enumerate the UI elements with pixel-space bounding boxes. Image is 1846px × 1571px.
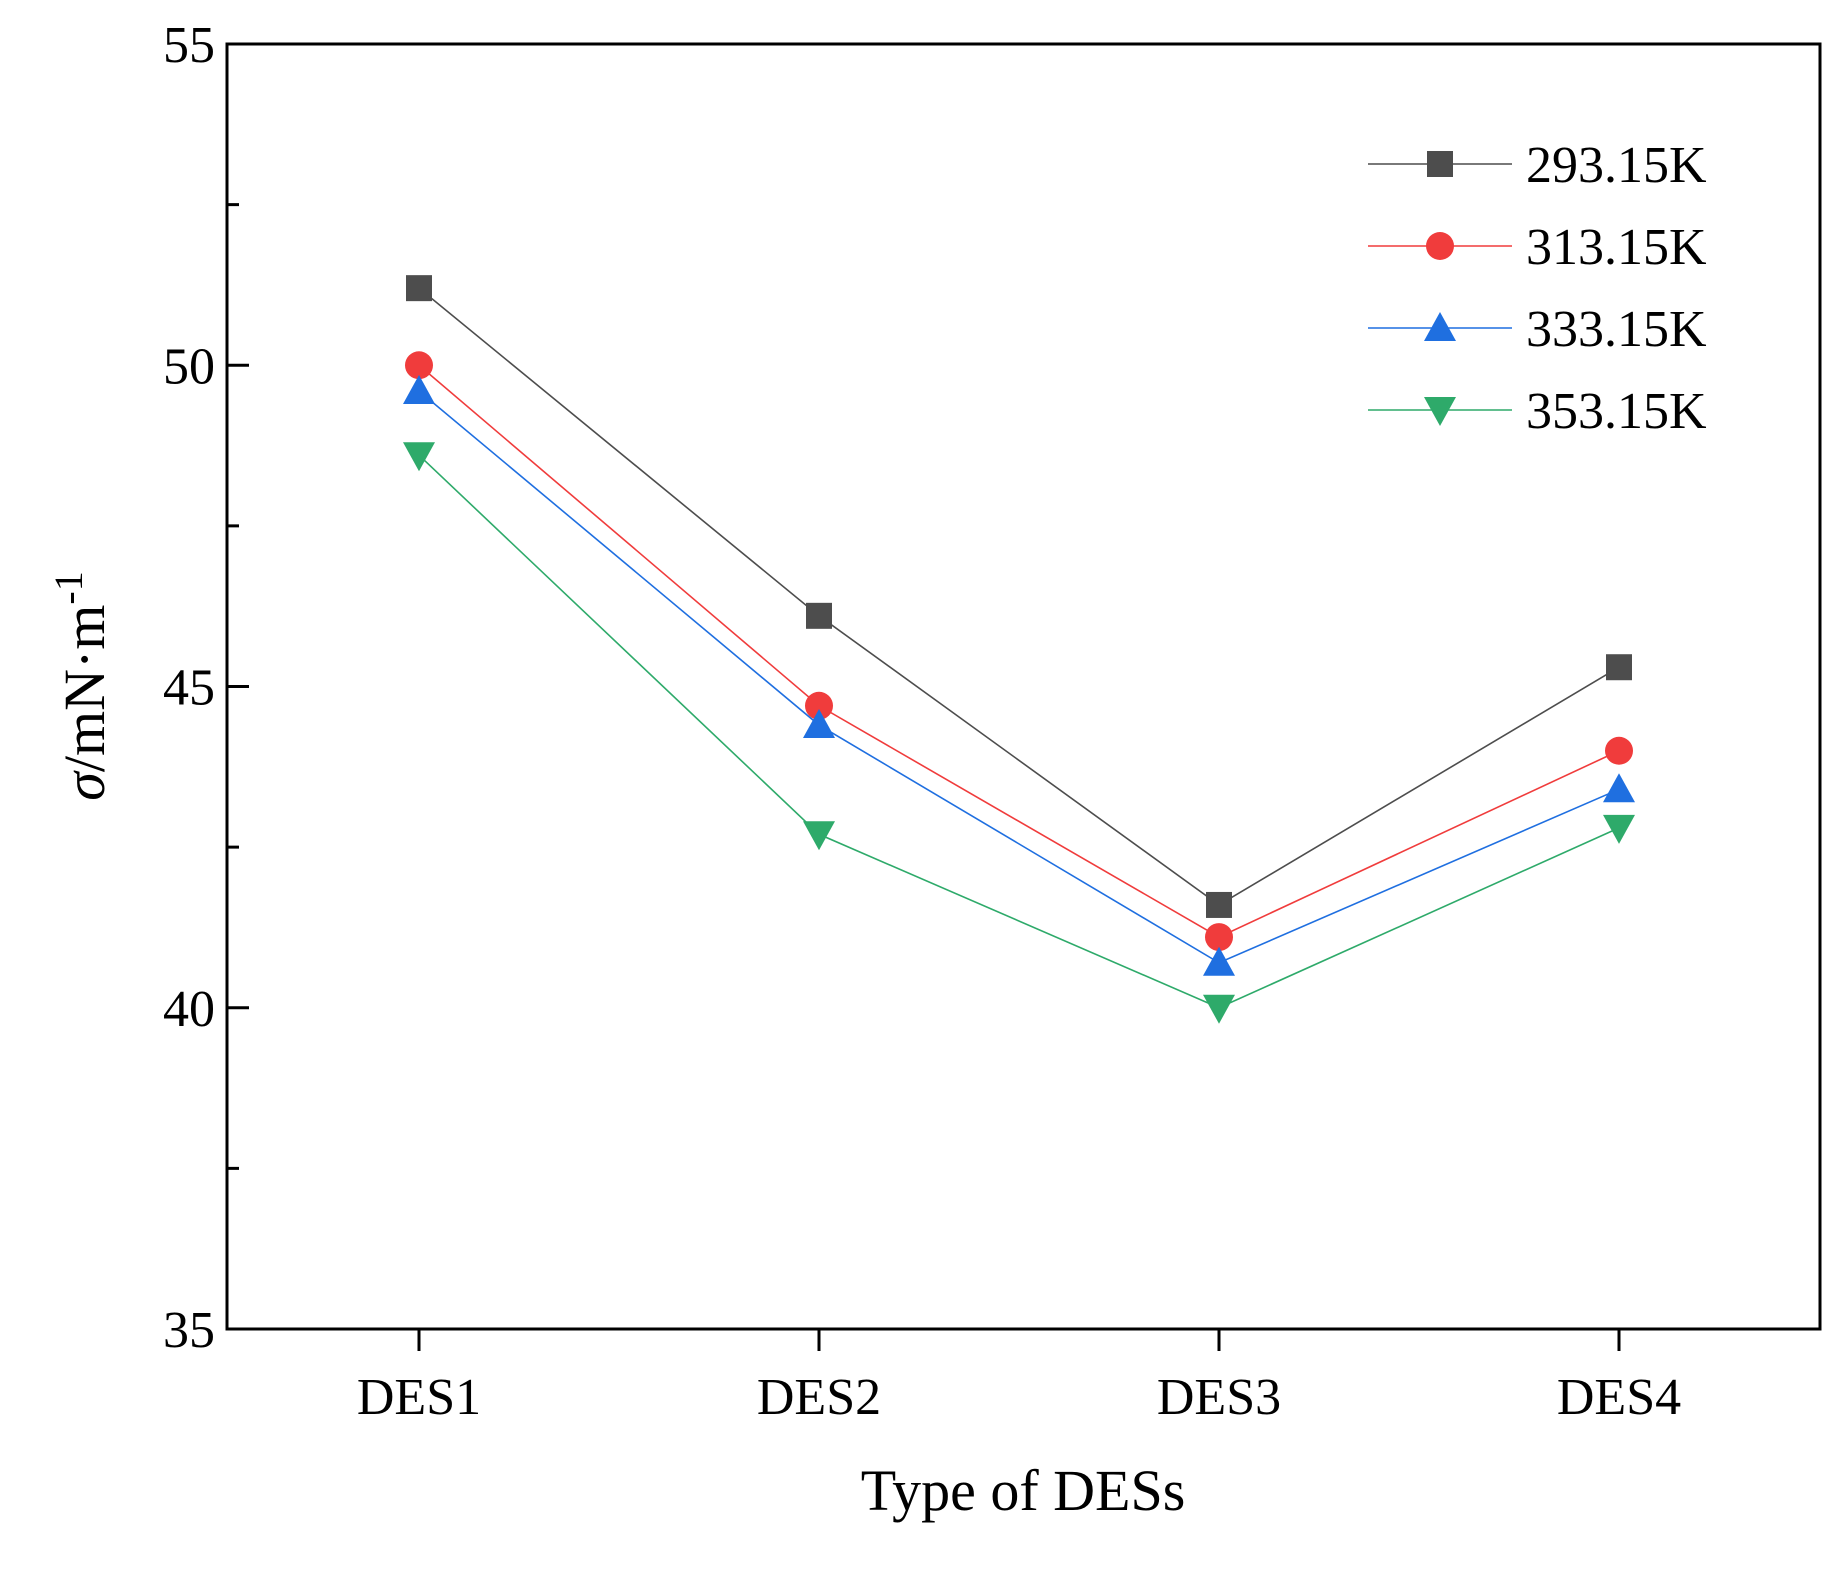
data-point [803, 821, 835, 851]
x-axis-title: Type of DESs [861, 1458, 1186, 1523]
legend-label: 333.15K [1526, 301, 1707, 358]
data-point [1605, 736, 1633, 765]
x-tick-label: DES4 [1557, 1369, 1681, 1426]
data-point [403, 442, 435, 472]
series-313.15K [405, 351, 1633, 952]
series-293.15K [406, 275, 1632, 918]
y-tick-label: 45 [163, 660, 215, 717]
y-axis-title-exponent: -1 [46, 571, 91, 604]
x-tick-label: DES1 [357, 1369, 481, 1426]
data-point [406, 275, 432, 302]
data-point [1606, 654, 1632, 681]
data-point [1206, 891, 1232, 918]
series-line [418, 390, 1620, 964]
x-tick-label: DES3 [1157, 1369, 1281, 1426]
series-line [418, 454, 1620, 1009]
data-point [806, 602, 832, 629]
data-point [403, 374, 435, 404]
data-point [405, 351, 433, 380]
data-point [803, 709, 835, 739]
series-line [418, 364, 1620, 938]
series-layer [403, 275, 1635, 1024]
legend-marker [1424, 397, 1456, 426]
legend-marker [1424, 312, 1456, 341]
legend-item: 333.15K [1368, 301, 1707, 358]
legend-marker [1427, 151, 1453, 177]
series-line [418, 287, 1620, 906]
data-point [805, 691, 833, 720]
legend-marker [1426, 232, 1454, 260]
y-axis-title: σ/mN·m-1 [46, 571, 118, 800]
y-axis-title-unit: /mN·m [52, 605, 117, 773]
legend-item: 313.15K [1368, 219, 1707, 276]
data-point [1203, 946, 1235, 976]
y-axis: 35 40 45 50 55 [163, 17, 249, 1359]
data-point [1205, 923, 1233, 952]
y-tick-label: 50 [163, 338, 215, 395]
y-tick-label: 40 [163, 981, 215, 1038]
legend-item: 293.15K [1368, 137, 1707, 194]
y-tick-label: 35 [163, 1302, 215, 1359]
y-tick-label: 55 [163, 17, 215, 74]
data-point [1603, 814, 1635, 844]
data-point [1603, 773, 1635, 803]
legend-label: 353.15K [1526, 383, 1707, 440]
series-353.15K [403, 442, 1635, 1024]
x-axis: DES1 DES2 DES3 DES4 [357, 1329, 1681, 1426]
series-333.15K [403, 374, 1635, 976]
legend-item: 353.15K [1368, 383, 1707, 440]
x-tick-label: DES2 [757, 1369, 881, 1426]
y-axis-title-symbol: σ [52, 770, 117, 801]
legend-label: 313.15K [1526, 219, 1707, 276]
legend-label: 293.15K [1526, 137, 1707, 194]
data-point [1203, 994, 1235, 1024]
legend: 293.15K 313.15K 333.15K 353.15K [1368, 137, 1707, 440]
